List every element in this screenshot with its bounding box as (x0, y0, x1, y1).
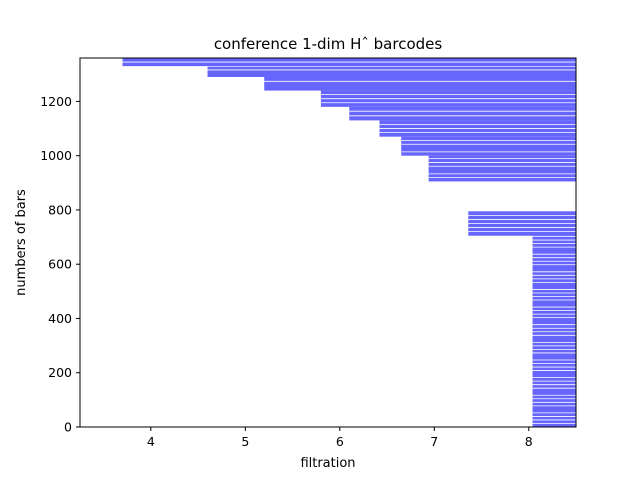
x-tick-label: 4 (147, 434, 155, 449)
x-tick-label: 7 (430, 434, 438, 449)
y-tick-label: 1000 (40, 148, 72, 163)
bar-group (207, 66, 577, 77)
chart-title: conference 1-dim Hˆ barcodes (214, 35, 443, 53)
y-tick-label: 400 (48, 311, 72, 326)
x-tick-label: 8 (525, 434, 533, 449)
bar-group (349, 106, 576, 121)
y-tick-label: 600 (48, 257, 72, 272)
x-axis: 4 5 6 7 8 (147, 427, 533, 449)
y-tick-label: 0 (64, 420, 72, 435)
bar-group (264, 76, 576, 91)
x-axis-label: filtration (300, 456, 355, 471)
y-tick-label: 800 (48, 202, 72, 217)
y-axis-label: numbers of bars (14, 189, 29, 296)
x-tick-label: 5 (241, 434, 249, 449)
y-tick-label: 200 (48, 365, 72, 380)
y-axis: 0 200 400 600 800 1000 1200 (40, 94, 80, 435)
bar-group (428, 155, 576, 182)
bars-layer (122, 58, 577, 427)
y-tick-label: 1200 (40, 94, 72, 109)
plot-frame (79, 57, 577, 428)
x-tick-label: 6 (336, 434, 344, 449)
bar-group (401, 136, 576, 156)
